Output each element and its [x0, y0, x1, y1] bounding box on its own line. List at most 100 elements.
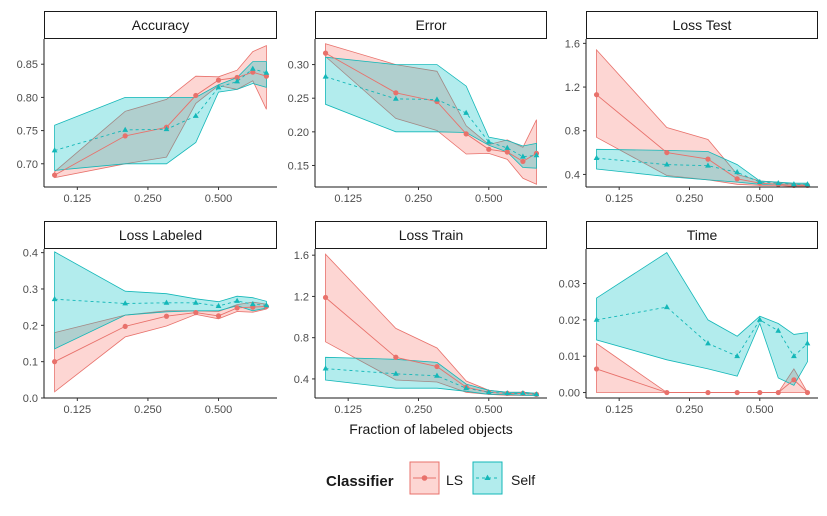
x-tick-label-loss-test: 0.125 [605, 193, 633, 205]
panel-title-time: Time [687, 227, 718, 243]
x-tick-label-loss-labeled: 0.125 [64, 404, 92, 416]
line-self [54, 298, 267, 307]
line-ls [54, 305, 267, 363]
panel-title-accuracy: Accuracy [132, 17, 190, 33]
y-tick-label-loss-test: 0.8 [565, 126, 580, 138]
line-ls [596, 368, 808, 393]
ribbon-self [325, 356, 537, 396]
point-ls [215, 313, 222, 319]
point-self [263, 69, 270, 75]
panel-accuracy: Accuracy 0.70 0.75 0.80 0.85 0.125 0.250 0.500 [17, 11, 277, 205]
point-self [463, 109, 470, 115]
point-self [756, 316, 763, 322]
y-tick-label-time: 0.01 [559, 351, 580, 363]
point-ls [193, 309, 199, 316]
panel-error: Error 0.15 0.20 0.25 0.30 0.125 0.250 0.500 [288, 11, 547, 205]
point-self [756, 178, 763, 185]
y-tick-label-accuracy: 0.85 [17, 59, 38, 71]
point-self [775, 179, 782, 186]
point-ls [193, 92, 199, 99]
panel-title-loss-test: Loss Test [673, 17, 732, 33]
x-tick-label-loss-train: 0.125 [334, 404, 362, 416]
point-self [533, 391, 540, 397]
ribbon-ls [54, 44, 267, 179]
panel-title-loss-labeled: Loss Labeled [119, 227, 202, 243]
y-tick-label-error: 0.30 [288, 60, 309, 72]
point-ls [215, 77, 222, 83]
legend-marker-ls [421, 475, 428, 481]
strip-loss-test [586, 11, 818, 39]
point-ls [51, 172, 58, 178]
point-ls [234, 74, 240, 81]
point-self [734, 169, 741, 175]
y-tick-label-loss-test: 0.4 [565, 169, 580, 181]
point-ls [520, 158, 526, 165]
y-tick-label-accuracy: 0.75 [17, 126, 38, 138]
x-tick-label-accuracy: 0.500 [205, 193, 233, 205]
point-self [192, 299, 199, 305]
y-tick-label-error: 0.15 [288, 160, 309, 172]
point-ls [434, 363, 440, 370]
ribbon-self [596, 252, 808, 386]
y-tick-label-loss-train: 1.2 [294, 291, 309, 303]
legend-label-self: Self [511, 472, 535, 488]
point-self [434, 372, 440, 378]
panel-loss-test: Loss Test 0.4 0.8 1.2 1.6 0.125 0.250 0.500 [565, 11, 818, 205]
y-tick-label-loss-labeled: 0.2 [23, 320, 38, 332]
y-tick-label-loss-train: 1.6 [294, 250, 309, 262]
point-self [663, 303, 670, 310]
y-tick-label-loss-train: 0.4 [294, 374, 309, 386]
panel-title-error: Error [415, 17, 446, 33]
legend-title: Classifier [326, 473, 394, 490]
point-self [520, 390, 526, 396]
point-ls [734, 389, 740, 396]
x-tick-label-error: 0.250 [405, 193, 433, 205]
x-axis-label: Fraction of labeled objects [349, 421, 512, 437]
x-tick-label-error: 0.500 [475, 193, 503, 205]
point-self [249, 65, 256, 71]
line-ls [325, 297, 537, 395]
line-ls [325, 52, 537, 162]
y-tick-label-accuracy: 0.70 [17, 159, 38, 171]
point-ls [393, 90, 399, 96]
x-tick-label-loss-test: 0.250 [676, 193, 704, 205]
panel-title-loss-train: Loss Train [399, 227, 464, 243]
ribbon-self [596, 148, 808, 186]
point-self [163, 299, 170, 305]
point-self [392, 370, 399, 376]
x-tick-label-time: 0.250 [676, 404, 704, 416]
x-tick-label-loss-labeled: 0.250 [134, 404, 162, 416]
point-ls [804, 389, 811, 396]
line-ls [596, 94, 808, 186]
panel-loss-labeled: Loss Labeled 0.0 0.1 0.2 0.3 0.4 0.125 0.250 0.5… [23, 221, 277, 416]
x-tick-label-loss-labeled: 0.500 [205, 404, 233, 416]
y-tick-label-error: 0.20 [288, 127, 309, 139]
x-tick-label-loss-test: 0.500 [746, 193, 774, 205]
point-self [520, 153, 526, 159]
y-tick-label-loss-labeled: 0.3 [23, 284, 38, 296]
x-tick-label-loss-train: 0.500 [475, 404, 503, 416]
y-tick-label-time: 0.00 [559, 388, 580, 400]
point-ls [664, 389, 670, 396]
point-ls [250, 69, 256, 75]
strip-accuracy [44, 11, 277, 39]
point-ls [122, 323, 128, 330]
point-self [163, 126, 170, 132]
y-tick-label-time: 0.03 [559, 279, 580, 291]
y-tick-label-loss-test: 1.2 [565, 82, 580, 94]
line-self [54, 68, 267, 151]
point-ls [234, 305, 240, 311]
point-self [533, 152, 540, 158]
ribbon-self [325, 56, 537, 169]
y-tick-label-loss-labeled: 0.0 [23, 393, 38, 405]
x-tick-label-accuracy: 0.250 [134, 193, 162, 205]
x-tick-label-time: 0.500 [746, 404, 774, 416]
point-ls [705, 389, 711, 396]
point-self [791, 181, 797, 187]
point-ls [163, 313, 170, 319]
legend-label-ls: LS [446, 472, 463, 488]
point-self [663, 161, 670, 167]
point-self [392, 95, 399, 101]
point-self [775, 327, 782, 333]
point-ls [664, 149, 670, 156]
